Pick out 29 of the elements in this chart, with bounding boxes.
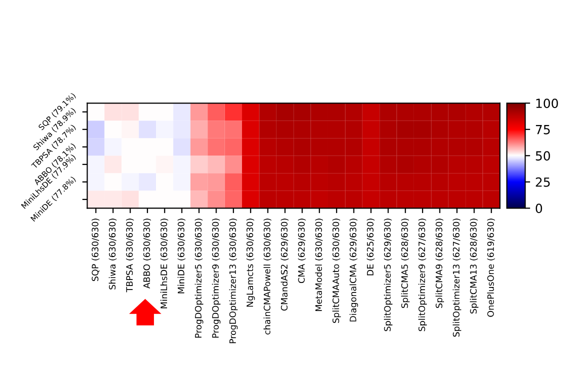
x-tick-label: ProgDOptimizer5 (630/630) <box>194 218 204 338</box>
x-tick-label: ABBO (630/630) <box>143 218 152 289</box>
x-tick-label: CMA (629/630) <box>298 218 306 284</box>
color-bar-label: 75 <box>536 125 550 134</box>
x-tick-label: SplitOptimizer9 (627/630) <box>418 218 427 332</box>
color-bar-label: 50 <box>536 151 550 161</box>
x-tick-label: SplitCMA13 (628/630) <box>470 218 478 314</box>
x-tick-label: OnePlusOne (619/630) <box>487 218 495 317</box>
x-tick-label: Shiwa (630/630) <box>108 218 117 290</box>
x-tick-label: MetaModel (630/630) <box>315 218 323 312</box>
x-tick-label: SplitCMA9 (628/630) <box>436 218 444 308</box>
x-tick-label: MiniDE (630/630) <box>178 218 186 294</box>
x-tick-label: chainCMAPowell (630/630) <box>264 218 272 334</box>
color-bar-label: 0 <box>536 204 542 214</box>
x-tick-label: TBPSA (630/630) <box>126 218 134 292</box>
x-tick-label: SplitOptimizer5 (629/630) <box>384 218 392 332</box>
x-tick-label: ProgDOptimizer13 (630/630) <box>229 218 238 344</box>
x-tick-label: NgLamcts (630/630) <box>246 218 255 307</box>
x-tick-label: MiniLhsDE (630/630) <box>160 218 168 308</box>
x-tick-label: SQP (630/630) <box>92 218 100 282</box>
x-tick-label: SplitCMA5 (628/630) <box>401 218 410 308</box>
x-tick-label: DiagonalCMA (629/630) <box>350 218 358 322</box>
x-tick-label: ProgDOptimizer9 (630/630) <box>212 218 220 338</box>
color-bar-label: 100 <box>536 98 558 108</box>
color-bar-label: 25 <box>536 177 550 187</box>
x-tick-label: CMandAS2 (629/630) <box>280 218 289 311</box>
x-tick-label: SplitOptimizer13 (627/630) <box>452 218 462 337</box>
x-tick-label: DE (625/630) <box>366 218 375 276</box>
x-tick-label: SplitCMAAuto (630/630) <box>332 218 341 323</box>
